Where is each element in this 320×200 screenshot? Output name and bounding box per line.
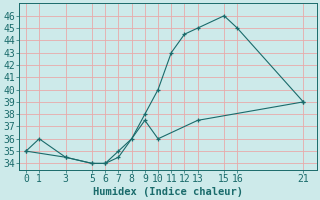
X-axis label: Humidex (Indice chaleur): Humidex (Indice chaleur) [93,186,243,197]
